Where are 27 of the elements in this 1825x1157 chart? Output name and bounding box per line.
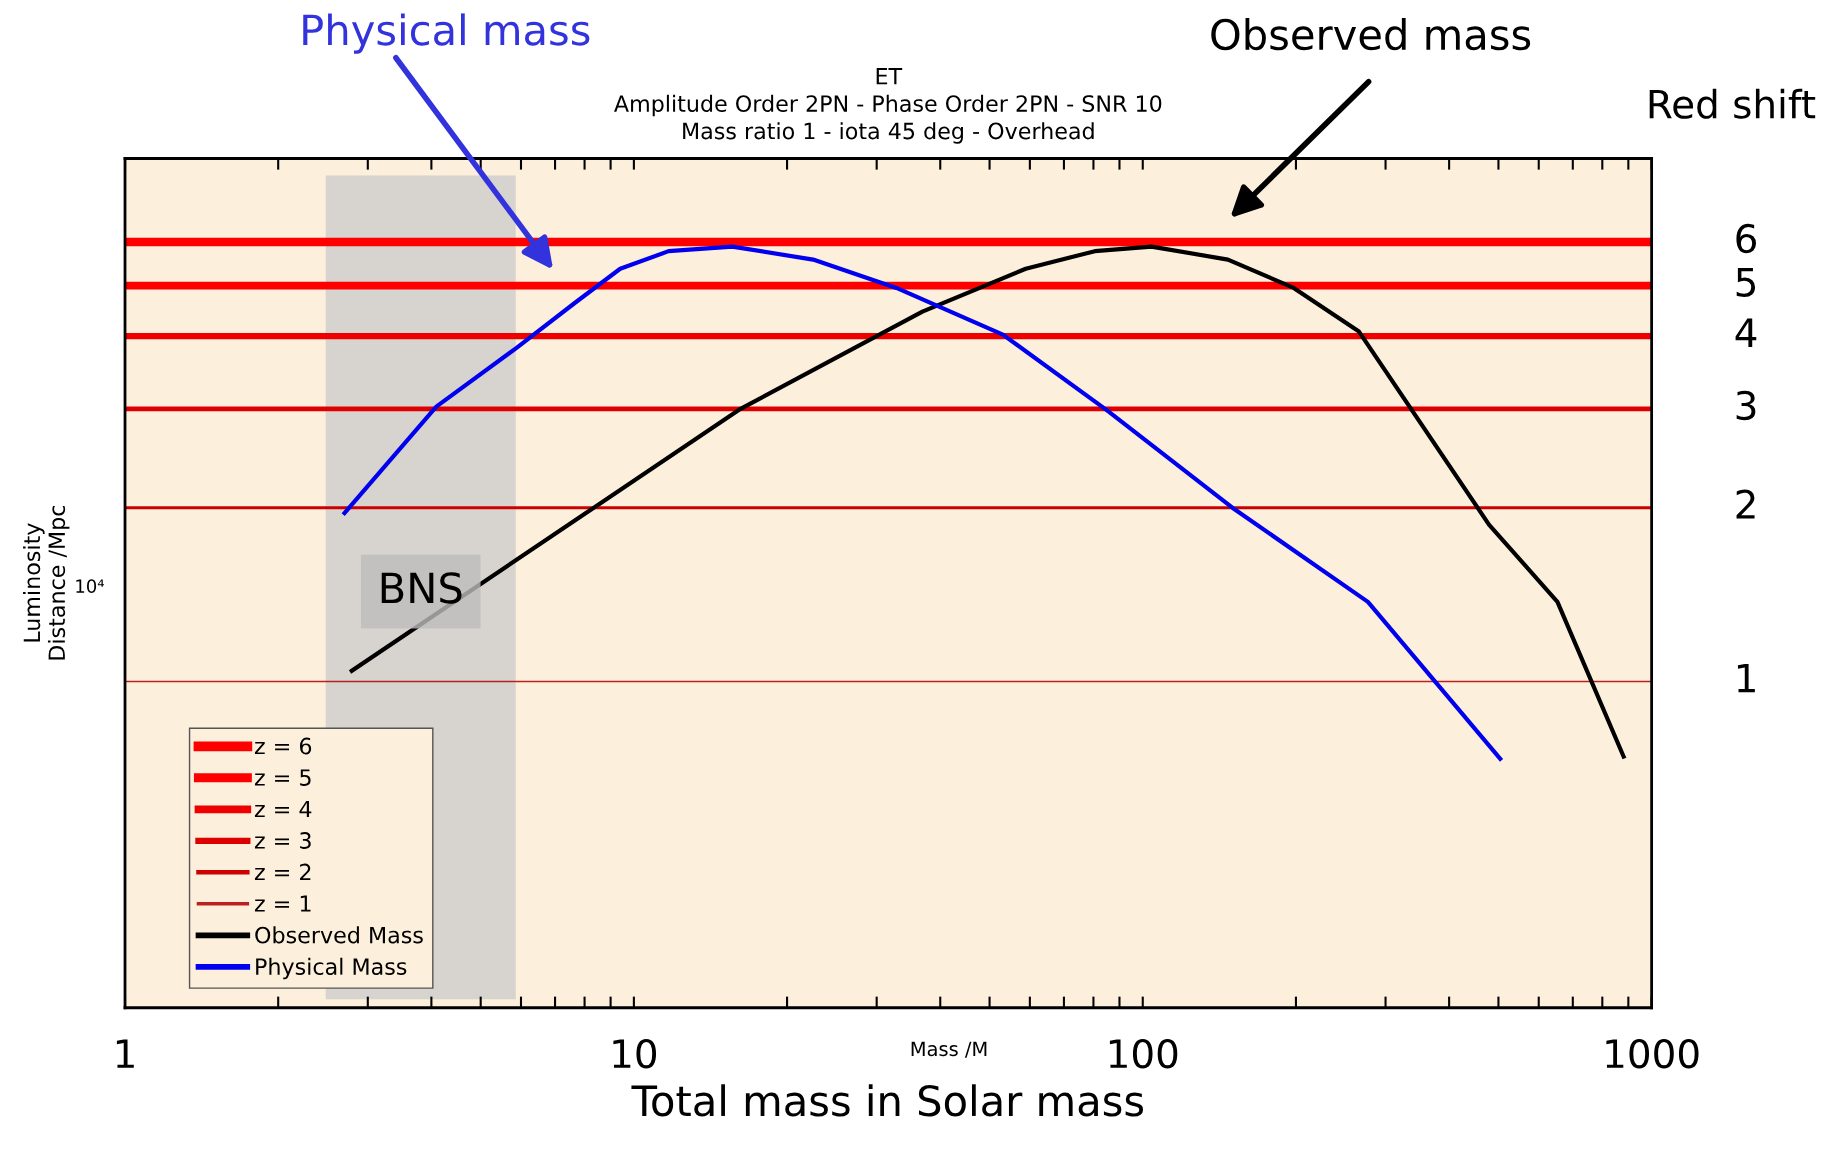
legend-label: z = 6: [254, 737, 312, 755]
y2-axis-title: Red shift: [1649, 88, 1816, 119]
x-tick-label: 100: [1109, 1038, 1178, 1069]
text: 3: [1736, 390, 1756, 421]
text: 2: [1736, 489, 1755, 519]
text: 1: [1737, 663, 1755, 693]
text: Physical mass: [303, 13, 590, 54]
x-tick-label: 1000: [1606, 1038, 1699, 1069]
text: 4: [1735, 318, 1757, 347]
text: 10⁴: [76, 579, 104, 593]
text: 5: [1736, 268, 1756, 297]
y-axis-title: Luminosity Distance /Mpc: [23, 505, 70, 660]
text: 6: [1736, 223, 1756, 254]
band-label: BNS: [381, 572, 462, 604]
text: Observed mass: [1211, 18, 1531, 51]
legend-label: z = 3: [254, 832, 311, 849]
legend-label: Physical Mass: [256, 957, 407, 980]
legend-label: Observed Mass: [255, 926, 423, 944]
x-tick-label: 10: [613, 1038, 657, 1069]
legend-label: z = 1: [254, 895, 311, 912]
legend-label: z = 4: [254, 800, 312, 818]
legend-label: z = 5: [254, 769, 311, 786]
chart-title: ET Amplitude Order 2PN - Phase Order 2PN - SNR 10 Mass ratio 1 - iota 45 deg - Overhead: [614, 68, 1162, 144]
text: Mass /M: [911, 1041, 987, 1058]
legend-label: z = 2: [254, 863, 311, 881]
x-tick-label: 1: [116, 1039, 134, 1068]
x-axis-title: Total mass in Solar mass: [631, 1084, 1144, 1117]
